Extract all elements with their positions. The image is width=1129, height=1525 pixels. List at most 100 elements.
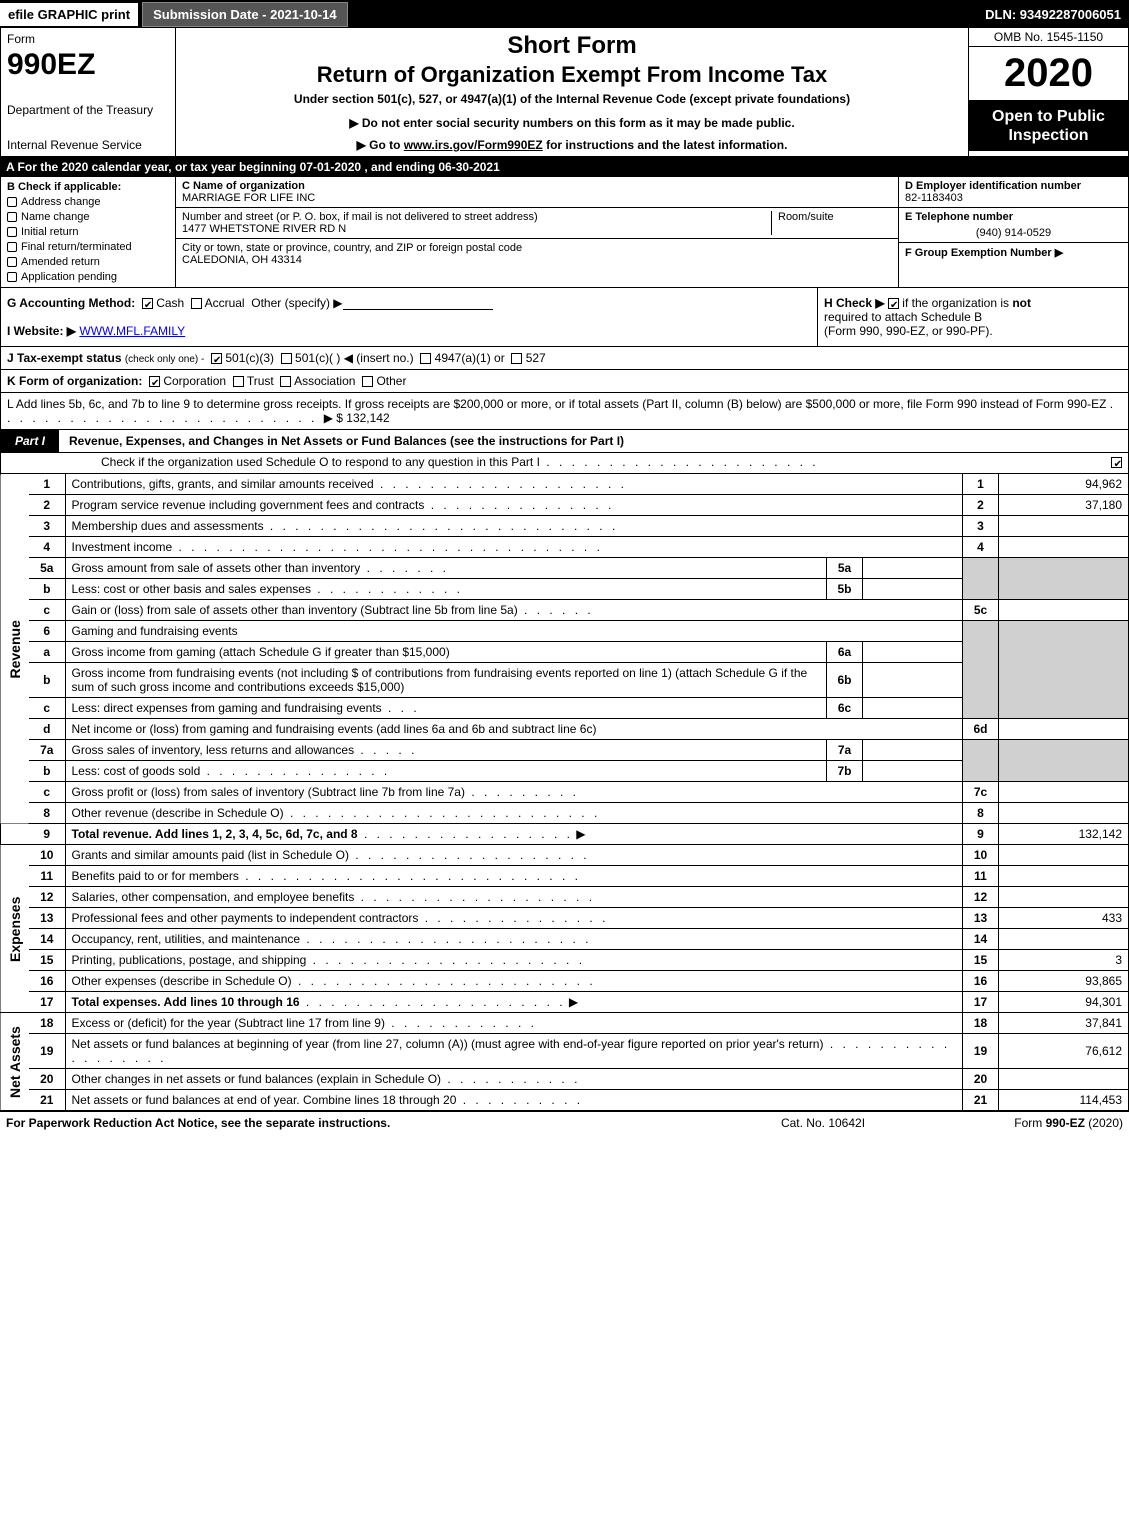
b-opt-address-change[interactable]: Address change: [7, 196, 169, 208]
line-desc: Total revenue. Add lines 1, 2, 3, 4, 5c,…: [72, 827, 358, 841]
part-1-title: Revenue, Expenses, and Changes in Net As…: [59, 434, 1128, 448]
line-box: 21: [963, 1090, 999, 1111]
line-11: 11 Benefits paid to or for members . . .…: [1, 866, 1129, 887]
line-val: [999, 600, 1129, 621]
line-val: 3: [999, 950, 1129, 971]
shade-cell: [963, 558, 999, 600]
spacer-cell: [1, 824, 30, 845]
goto-link[interactable]: www.irs.gov/Form990EZ: [404, 138, 543, 152]
part-1-checkbox[interactable]: [1111, 457, 1122, 468]
line-21: 21 Net assets or fund balances at end of…: [1, 1090, 1129, 1111]
line-desc: Less: direct expenses from gaming and fu…: [72, 701, 382, 715]
h-label: H Check ▶: [824, 296, 885, 310]
lines-table: Revenue 1 Contributions, gifts, grants, …: [0, 474, 1129, 1111]
section-b: B Check if applicable: Address change Na…: [1, 177, 176, 287]
line-val: 37,841: [999, 1013, 1129, 1034]
line-num: 6: [29, 621, 65, 642]
k-o3: Association: [294, 374, 355, 388]
line-9: 9 Total revenue. Add lines 1, 2, 3, 4, 5…: [1, 824, 1129, 845]
line-val: 114,453: [999, 1090, 1129, 1111]
k-other-checkbox[interactable]: [362, 376, 373, 387]
line-box: 18: [963, 1013, 999, 1034]
b-opt-application-pending[interactable]: Application pending: [7, 271, 169, 283]
subbox-label: 5a: [827, 558, 863, 579]
b-opt-amended-return[interactable]: Amended return: [7, 256, 169, 268]
b-opt-initial-return[interactable]: Initial return: [7, 226, 169, 238]
subbox-val: [863, 558, 963, 579]
e-label: E Telephone number: [905, 211, 1013, 223]
line-num: 10: [29, 845, 65, 866]
f-label: F Group Exemption Number ▶: [905, 247, 1063, 259]
line-desc: Gross income from gaming (attach Schedul…: [72, 645, 450, 659]
b-opt-name-change[interactable]: Name change: [7, 211, 169, 223]
line-7c: c Gross profit or (loss) from sales of i…: [1, 782, 1129, 803]
line-num: 18: [29, 1013, 65, 1034]
header-mid: Short Form Return of Organization Exempt…: [176, 28, 968, 156]
line-num: 11: [29, 866, 65, 887]
section-h: H Check ▶ if the organization is not req…: [818, 288, 1128, 346]
line-box: 20: [963, 1069, 999, 1090]
line-num: 14: [29, 929, 65, 950]
section-gh: G Accounting Method: Cash Accrual Other …: [0, 288, 1129, 347]
line-desc: Investment income: [72, 540, 173, 554]
j-501c-checkbox[interactable]: [281, 353, 292, 364]
line-box: 1: [963, 474, 999, 495]
line-12: 12 Salaries, other compensation, and emp…: [1, 887, 1129, 908]
line-box: 10: [963, 845, 999, 866]
g-other: Other (specify) ▶: [251, 296, 342, 310]
line-num: 12: [29, 887, 65, 908]
line-num: 1: [29, 474, 65, 495]
efile-print-button[interactable]: efile GRAPHIC print: [0, 3, 138, 26]
g-accrual-checkbox[interactable]: [191, 298, 202, 309]
header-right: OMB No. 1545-1150 2020 Open to Public In…: [968, 28, 1128, 156]
line-num: 20: [29, 1069, 65, 1090]
line-num: c: [29, 698, 65, 719]
footer-right-post: (2020): [1085, 1116, 1123, 1130]
b-opt-final-return[interactable]: Final return/terminated: [7, 241, 169, 253]
line-val: 76,612: [999, 1034, 1129, 1069]
line-18: Net Assets 18 Excess or (deficit) for th…: [1, 1013, 1129, 1034]
line-desc: Grants and similar amounts paid (list in…: [72, 848, 349, 862]
part-1-sub-text: Check if the organization used Schedule …: [101, 455, 1098, 469]
line-5a: 5a Gross amount from sale of assets othe…: [1, 558, 1129, 579]
ein-value: 82-1183403: [905, 192, 963, 204]
h-txt1: if the organization is: [902, 296, 1012, 310]
line-box: 8: [963, 803, 999, 824]
line-num: 16: [29, 971, 65, 992]
b-opt-label: Amended return: [21, 256, 100, 268]
g-cash-checkbox[interactable]: [142, 298, 153, 309]
line-val: [999, 516, 1129, 537]
line-6b: b Gross income from fundraising events (…: [1, 663, 1129, 698]
subbox-val: [863, 663, 963, 698]
k-assoc-checkbox[interactable]: [280, 376, 291, 387]
j-4947-checkbox[interactable]: [420, 353, 431, 364]
j-501c3-checkbox[interactable]: [211, 353, 222, 364]
sidelabel-revenue: Revenue: [1, 474, 30, 824]
d-label: D Employer identification number: [905, 180, 1081, 192]
line-num: 7a: [29, 740, 65, 761]
line-5c: c Gain or (loss) from sale of assets oth…: [1, 600, 1129, 621]
shade-cell: [963, 621, 999, 719]
line-desc: Total expenses. Add lines 10 through 16: [72, 995, 300, 1009]
org-address: 1477 WHETSTONE RIVER RD N: [182, 223, 346, 235]
line-num: 3: [29, 516, 65, 537]
tax-year: 2020: [969, 47, 1128, 101]
shade-cell: [999, 621, 1129, 719]
shade-cell: [999, 558, 1129, 600]
form-number: 990EZ: [7, 48, 169, 82]
b-opt-label: Initial return: [21, 226, 78, 238]
j-o1: 501(c)(3): [225, 351, 274, 365]
website-link[interactable]: WWW.MFL.FAMILY: [79, 324, 185, 338]
line-desc: Excess or (deficit) for the year (Subtra…: [72, 1016, 385, 1030]
return-title: Return of Organization Exempt From Incom…: [317, 62, 828, 88]
h-checkbox[interactable]: [888, 298, 899, 309]
j-o3: 4947(a)(1) or: [435, 351, 505, 365]
k-trust-checkbox[interactable]: [233, 376, 244, 387]
k-corp-checkbox[interactable]: [149, 376, 160, 387]
submission-date-button[interactable]: Submission Date - 2021-10-14: [142, 2, 348, 27]
line-desc: Membership dues and assessments: [72, 519, 264, 533]
line-desc: Gain or (loss) from sale of assets other…: [72, 603, 518, 617]
subbox-label: 7a: [827, 740, 863, 761]
line-num: c: [29, 600, 65, 621]
j-527-checkbox[interactable]: [511, 353, 522, 364]
